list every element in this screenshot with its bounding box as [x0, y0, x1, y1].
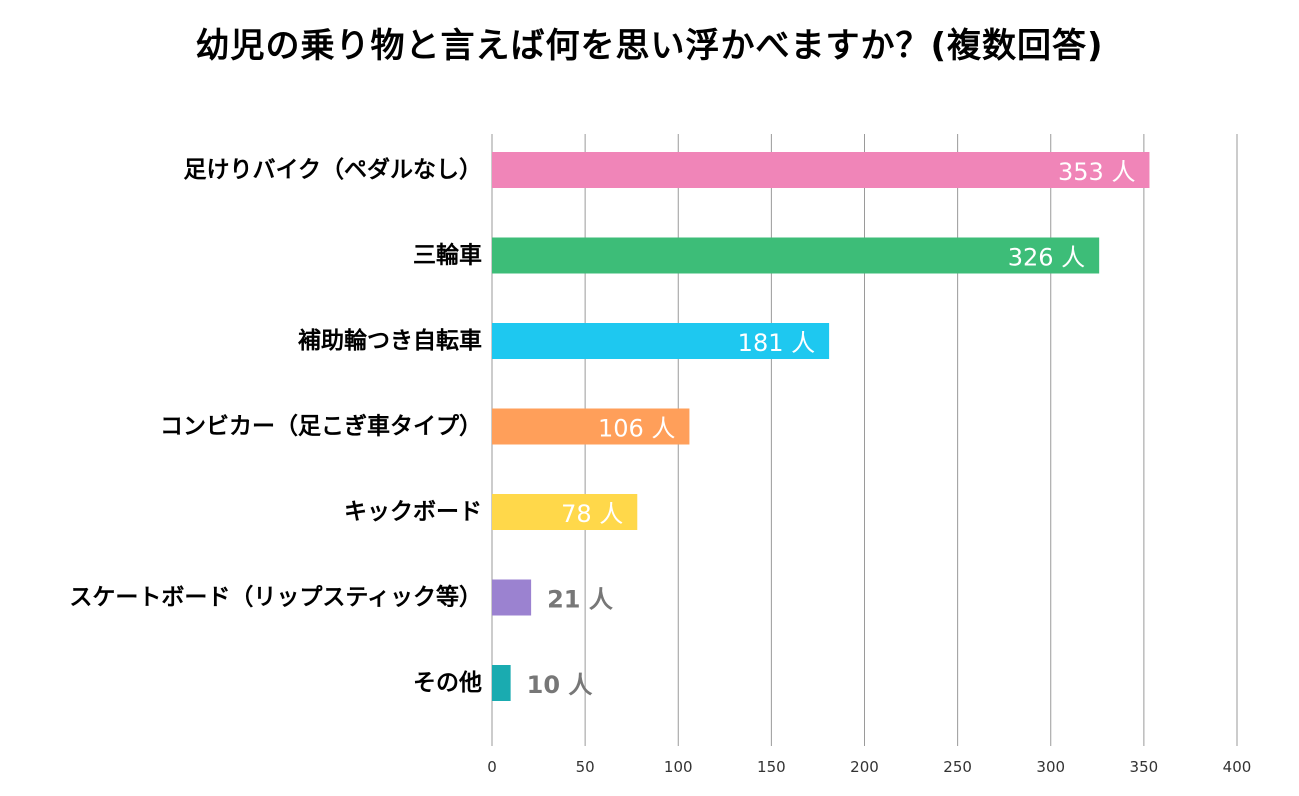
data-label: 353 人 [1058, 158, 1135, 186]
x-tick-label: 100 [664, 758, 693, 776]
x-tick-label: 50 [576, 758, 595, 776]
x-tick-label: 300 [1036, 758, 1065, 776]
bar [492, 665, 511, 701]
x-tick-label: 350 [1130, 758, 1159, 776]
x-tick-label: 250 [943, 758, 972, 776]
x-tick-label: 0 [487, 758, 497, 776]
data-label: 10 人 [527, 671, 593, 699]
x-tick-label: 200 [850, 758, 879, 776]
x-tick-label: 400 [1223, 758, 1252, 776]
category-label: コンビカー（足こぎ車タイプ） [160, 413, 482, 440]
bar [492, 579, 532, 616]
chart-title: 幼児の乗り物と言えば何を思い浮かべますか？(複数回答) [195, 26, 1104, 66]
bar [492, 323, 830, 359]
bar [492, 152, 1150, 188]
data-label: 181 人 [738, 329, 815, 357]
tick-layer: 0 50 100 150 200 250 300 350 400 [487, 758, 1251, 776]
category-label: キックボード [344, 499, 482, 525]
category-label: 補助輪つき自転車 [297, 327, 482, 354]
data-label: 21 人 [547, 586, 613, 614]
category-label: 足けりバイク（ペダルなし） [183, 156, 482, 183]
category-label: その他 [413, 670, 482, 696]
data-label: 326 人 [1008, 244, 1085, 272]
category-label: 三輪車 [413, 242, 482, 269]
bar-layer [492, 152, 1150, 701]
x-tick-label: 150 [757, 758, 786, 776]
category-label: スケートボード（リップスティック等） [69, 584, 482, 611]
data-label: 78 人 [561, 500, 623, 528]
bar [492, 237, 1100, 274]
bar [492, 494, 638, 530]
data-label: 106 人 [598, 415, 675, 443]
bar [492, 408, 690, 445]
